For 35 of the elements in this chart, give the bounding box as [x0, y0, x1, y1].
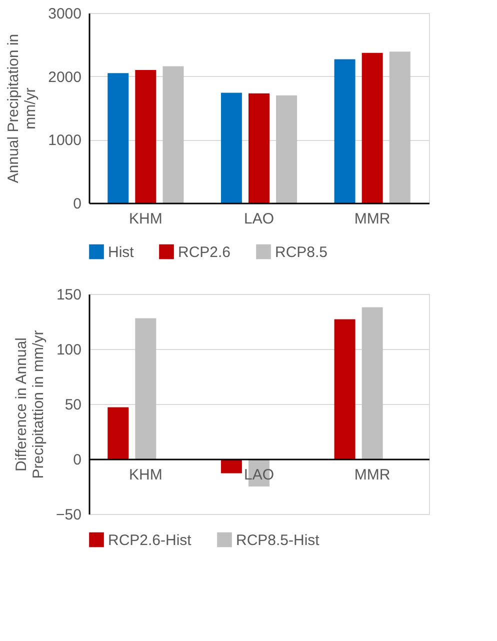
x-tick-label: MMR [354, 210, 390, 228]
bar [362, 52, 383, 203]
y-tick-label: 0 [73, 196, 82, 212]
legend-label: RCP2.6-Hist [108, 532, 192, 549]
bar [135, 70, 156, 203]
x-tick-label: LAO [244, 210, 274, 228]
x-tick-label: MMR [354, 466, 390, 484]
y-axis-title: Difference in Annual Precipitattion in mm/yr [13, 330, 48, 479]
y-tick-label: 0 [73, 452, 82, 468]
bar [362, 307, 383, 459]
legend-label: RCP2.6 [178, 244, 231, 261]
bar [276, 95, 298, 203]
legend-label: RCP8.5 [275, 244, 328, 261]
y-tick-label: 100 [56, 342, 82, 358]
y-tick-label: 50 [64, 396, 82, 414]
y-tick-label: 1000 [48, 132, 82, 150]
bar [220, 459, 242, 474]
y-tick-label: 2000 [48, 68, 82, 86]
legend-label: RCP8.5-Hist [236, 532, 320, 549]
bar [108, 407, 129, 459]
x-tick-label: KHM [128, 210, 162, 228]
bar [162, 66, 184, 203]
bar [108, 73, 129, 203]
bar [248, 93, 270, 203]
bar [220, 92, 242, 203]
bar [334, 319, 356, 459]
y-tick-label: 150 [56, 286, 82, 304]
legend-label: Hist [108, 244, 135, 261]
bar [389, 52, 410, 203]
y-axis-title: Annual Precipitation in mm/yr [5, 34, 40, 184]
y-tick-label: 3000 [48, 6, 82, 22]
bar [334, 59, 356, 203]
bar [135, 318, 156, 459]
y-tick-label: −50 [56, 506, 82, 524]
x-tick-label: KHM [128, 466, 162, 484]
